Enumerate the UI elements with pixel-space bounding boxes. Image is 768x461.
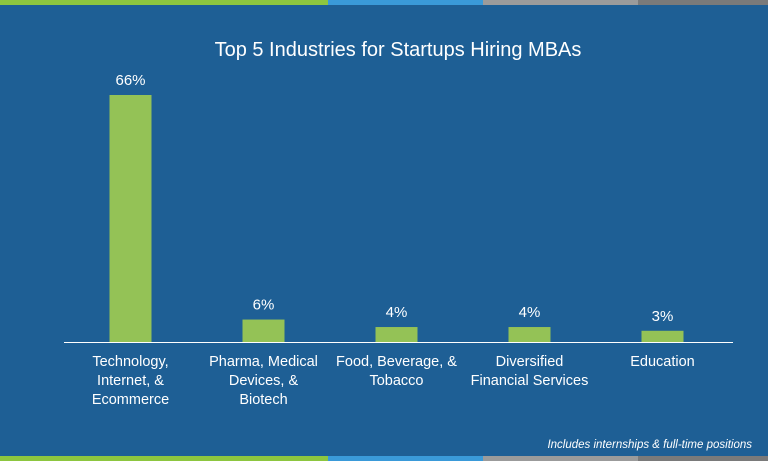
- data-label-2: 6%: [253, 297, 275, 314]
- bottom-color-stripe: [0, 456, 768, 461]
- data-label-5: 3%: [652, 308, 674, 325]
- chart-title: Top 5 Industries for Startups Hiring MBA…: [215, 39, 582, 61]
- category-label-2: Pharma, Medical Devices, & Biotech: [209, 354, 318, 408]
- category-label-4: Diversified Financial Services: [471, 354, 589, 389]
- category-label-3: Food, Beverage, & Tobacco: [336, 354, 457, 389]
- category-label-5: Education: [630, 354, 695, 370]
- bar-5: [641, 330, 684, 342]
- category-label-1: Technology, Internet, & Ecommerce: [92, 354, 169, 408]
- data-label-1: 66%: [115, 72, 145, 89]
- bar-4: [508, 327, 551, 342]
- bar-2: [242, 319, 285, 342]
- data-label-4: 4%: [519, 304, 541, 321]
- bar-1: [109, 95, 152, 342]
- top-color-stripe: [0, 0, 768, 5]
- bar-3: [375, 327, 418, 342]
- footnote: Includes internships & full-time positio…: [547, 439, 752, 451]
- data-label-3: 4%: [386, 304, 408, 321]
